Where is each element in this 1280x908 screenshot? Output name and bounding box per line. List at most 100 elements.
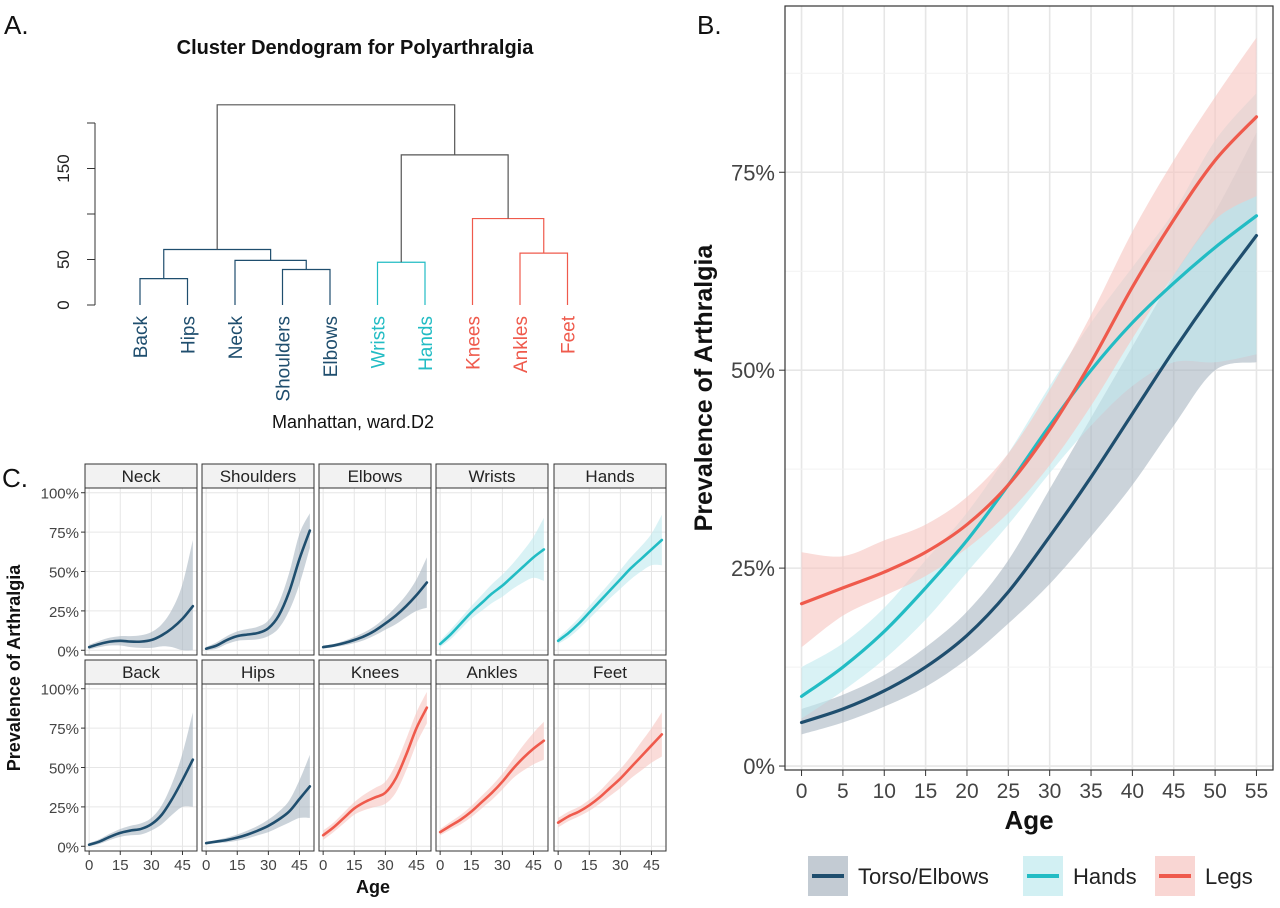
facet-x-tick-label: 45: [291, 857, 308, 874]
facet-panel-ankles: Ankles 0 15 30 45: [435, 659, 549, 874]
facet-strip-label: Shoulders: [220, 467, 297, 486]
facet-xlabel: Age: [356, 877, 390, 897]
dendrogram-leaf-label: Back: [131, 316, 152, 359]
main-line-chart: 0 5 10 15 20 25 30 35 40 45 50 55 0% 25% 50% 75%: [731, 5, 1274, 803]
panel-label-b: B.: [697, 10, 722, 40]
facet-strip: [318, 659, 432, 685]
facet-band: [440, 721, 544, 836]
dendrogram-leaf-label: Shoulders: [274, 316, 295, 402]
facet-y-tick-label: 75%: [49, 525, 79, 542]
facet-strip: [553, 659, 667, 685]
facet-line: [204, 529, 312, 650]
facet-panel-wrists: Wrists: [435, 463, 549, 656]
facet-x-tick-label: 30: [612, 857, 629, 874]
dendrogram-xlabel: Manhattan, ward.D2: [272, 412, 434, 432]
dendrogram-branch: [163, 248, 272, 279]
facet-strip: [84, 659, 198, 685]
facet-y-tick-label: 100%: [41, 682, 79, 699]
legend-label: Hands: [1073, 864, 1137, 889]
facet-x-tick-label: 45: [174, 857, 191, 874]
legend: Torso/Elbows Hands Legs: [808, 856, 1253, 896]
facet-band: [89, 539, 193, 651]
dendrogram-leaf-label: Wrists: [369, 316, 390, 368]
facet-strip: [201, 463, 315, 489]
series-line-legs: [799, 115, 1259, 606]
facet-frame: [201, 683, 315, 852]
main-chart-x-tick-label: 10: [873, 780, 896, 803]
dendrogram-leaf-label: Feet: [559, 315, 580, 354]
main-chart-x-tick-label: 20: [955, 780, 978, 803]
facet-band: [558, 514, 662, 644]
facet-panel-back: Back 0% 25% 50% 75% 100% 0 15 30 45: [41, 659, 198, 874]
facet-panel-knees: Knees 0 15 30 45: [318, 659, 432, 874]
facet-x-tick-label: 30: [377, 857, 394, 874]
facet-x-tick-label: 45: [525, 857, 542, 874]
facet-line: [556, 733, 664, 824]
facet-strip: [84, 463, 198, 489]
facet-x-tick-label: 30: [260, 857, 277, 874]
main-chart-y-tick-label: 50%: [731, 358, 775, 383]
main-chart-x-tick-label: 0: [796, 780, 808, 803]
facet-x-tick-label: 0: [202, 857, 210, 874]
facet-band: [206, 754, 310, 845]
facet-frame: [318, 683, 432, 852]
facet-x-tick-label: 45: [643, 857, 660, 874]
facet-x-tick-label: 45: [408, 857, 425, 874]
facet-strip-label: Wrists: [469, 467, 516, 486]
facet-band: [89, 712, 193, 847]
facet-y-tick-label: 50%: [49, 565, 79, 582]
facet-line: [87, 758, 195, 846]
main-chart-x-tick-label: 5: [837, 780, 849, 803]
facet-x-tick-label: 15: [346, 857, 363, 874]
facet-strip-label: Back: [122, 663, 160, 682]
main-chart-x-tick-label: 35: [1079, 780, 1102, 803]
dendrogram-title: Cluster Dendogram for Polyarthralgia: [177, 37, 535, 59]
dendrogram-branch: [234, 259, 307, 305]
facet-band: [206, 513, 310, 651]
main-chart-x-tick-label: 50: [1203, 780, 1226, 803]
legend-label: Torso/Elbows: [858, 864, 989, 889]
facet-frame: [553, 487, 667, 656]
facet-x-tick-label: 30: [143, 857, 160, 874]
facet-frame: [435, 487, 549, 656]
facet-panel-neck: Neck 0% 25% 50% 75% 100%: [41, 463, 198, 660]
main-chart-x-tick-label: 30: [1038, 780, 1061, 803]
dendrogram-leaf-label: Neck: [226, 316, 247, 360]
dendrogram-y-tick-label: 0: [54, 300, 73, 309]
facet-band: [323, 691, 427, 840]
facet-strip-label: Neck: [122, 467, 161, 486]
dendrogram-leaf-label: Ankles: [511, 316, 532, 373]
facet-frame: [201, 487, 315, 656]
main-chart-y-tick-label: 75%: [731, 160, 775, 185]
facet-y-tick-label: 100%: [41, 486, 79, 503]
facet-x-tick-label: 15: [229, 857, 246, 874]
facet-strip-label: Elbows: [348, 467, 403, 486]
facet-x-tick-label: 0: [554, 857, 562, 874]
facet-band: [440, 517, 544, 648]
facet-line: [321, 706, 429, 837]
dendrogram-branch: [281, 268, 331, 305]
facet-x-tick-label: 15: [112, 857, 129, 874]
facet-strip-label: Ankles: [466, 663, 517, 682]
facet-x-tick-label: 15: [581, 857, 598, 874]
facet-panel-hips: Hips 0 15 30 45: [201, 659, 315, 874]
confidence-band-torso: [801, 132, 1257, 735]
facet-line: [321, 581, 429, 649]
dendrogram-branch: [216, 104, 456, 250]
facet-frame: [435, 683, 549, 852]
facet-y-tick-label: 50%: [49, 761, 79, 778]
facet-x-tick-label: 0: [319, 857, 327, 874]
facet-x-tick-label: 0: [85, 857, 93, 874]
main-chart-x-tick-label: 40: [1121, 780, 1144, 803]
dendrogram-branch: [471, 217, 545, 305]
dendrogram: 0 50 150 Back Hips Neck Shoulders Elbows Wrists H…: [54, 104, 580, 402]
main-chart-x-tick-label: 45: [1162, 780, 1185, 803]
facet-line: [556, 538, 664, 643]
facet-panel-shoulders: Shoulders: [201, 463, 315, 656]
facet-line: [438, 548, 546, 646]
panel-label-a: A.: [4, 10, 29, 40]
facet-y-tick-label: 25%: [49, 800, 79, 817]
dendrogram-leaf-label: Hips: [179, 316, 200, 354]
dendrogram-branch: [400, 154, 509, 263]
facet-x-tick-label: 30: [494, 857, 511, 874]
